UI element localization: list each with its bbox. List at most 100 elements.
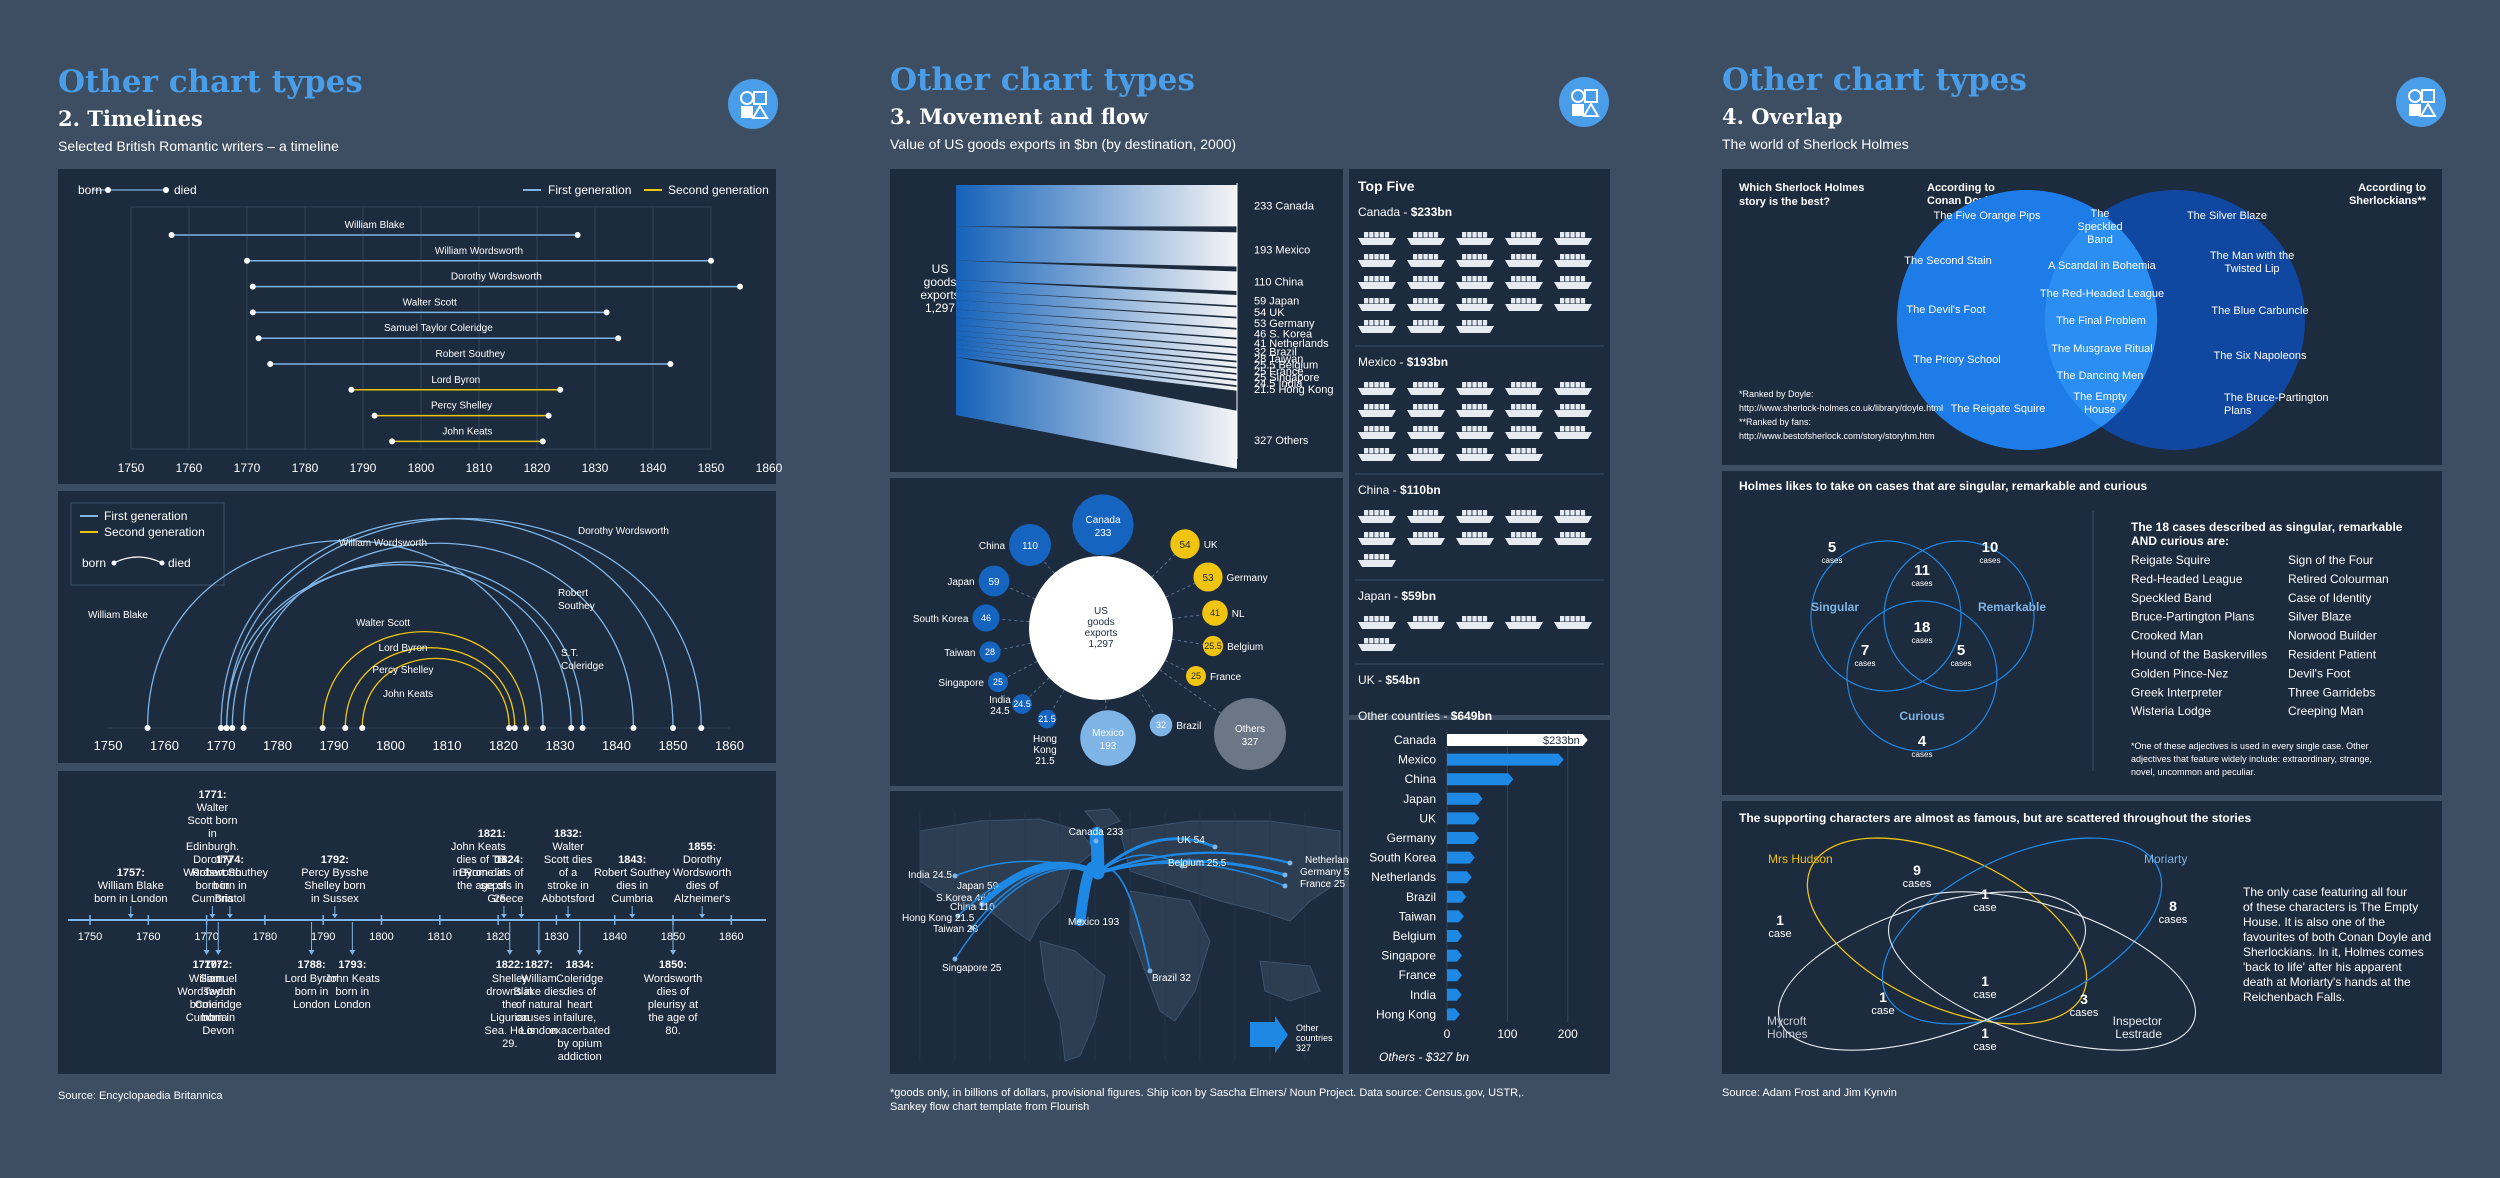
ship-container bbox=[1570, 276, 1575, 282]
flow-arrowhead bbox=[1093, 838, 1099, 844]
event-text: Percy Bysshe bbox=[301, 867, 368, 879]
ship-icon bbox=[1505, 426, 1543, 439]
x-tick-label: 1750 bbox=[118, 461, 145, 475]
event-year: 1771: bbox=[198, 789, 226, 801]
region-count: 18 bbox=[1914, 619, 1931, 636]
event-year: 1832: bbox=[554, 828, 582, 840]
sankey-flow-label: 25.5 Belgium bbox=[1254, 360, 1318, 372]
ship-icon bbox=[1407, 276, 1445, 289]
arc-writer-label: Percy Shelley bbox=[372, 665, 433, 676]
died-dot bbox=[737, 283, 743, 290]
ship-container bbox=[1433, 510, 1439, 516]
lifespan-arc bbox=[242, 542, 635, 729]
doyle-story: The Five Orange Pips bbox=[1934, 210, 2041, 222]
ship-container bbox=[1374, 232, 1379, 238]
other-countries-label: Other bbox=[1296, 1023, 1319, 1033]
top-five-country: UK - $54bn bbox=[1358, 673, 1420, 687]
right-subtitle: The world of Sherlock Holmes bbox=[1722, 136, 1909, 152]
ship-hull bbox=[1554, 538, 1592, 545]
event-text: by opium bbox=[557, 1038, 602, 1050]
bubble-value: 24.5 bbox=[1013, 699, 1031, 709]
ship-container bbox=[1379, 404, 1384, 410]
event-text: failure, bbox=[563, 1012, 596, 1024]
case-list-item: Resident Patient bbox=[2288, 648, 2377, 662]
ship-container bbox=[1413, 426, 1418, 432]
x-tick-label: 1820 bbox=[489, 738, 518, 753]
event-text: Abbotsford bbox=[541, 893, 594, 905]
ship-hull bbox=[1505, 282, 1543, 289]
left-subtitle: Selected British Romantic writers – a ti… bbox=[58, 138, 339, 154]
ship-container bbox=[1413, 232, 1418, 238]
ship-container bbox=[1570, 616, 1575, 622]
ship-hull bbox=[1407, 410, 1445, 417]
bar bbox=[1447, 890, 1467, 903]
fans-story: The Silver Blaze bbox=[2187, 210, 2267, 222]
ship-icon bbox=[1456, 532, 1494, 545]
arc-writer-label: Dorothy Wordsworth bbox=[578, 526, 669, 537]
timeline-arc-chart: First generation Second generation born die… bbox=[70, 502, 744, 753]
event-text: born in bbox=[295, 986, 329, 998]
venn-adjectives-chart: Holmes likes to take on cases that are s… bbox=[1739, 479, 2403, 777]
sankey-flow bbox=[956, 309, 1237, 338]
ship-container bbox=[1462, 616, 1467, 622]
country-name: China - bbox=[1358, 483, 1400, 497]
ship-icon bbox=[1407, 426, 1445, 439]
event-arrow bbox=[500, 914, 507, 918]
legend-died-dot bbox=[163, 187, 169, 193]
x-tick-label: 1820 bbox=[524, 461, 551, 475]
bar bbox=[1447, 851, 1475, 864]
ship-container bbox=[1379, 298, 1384, 304]
ship-container bbox=[1531, 616, 1537, 622]
writer-label: Lord Byron bbox=[431, 375, 480, 386]
event-year: 1855: bbox=[688, 841, 716, 853]
sankey-flow bbox=[956, 335, 1237, 367]
ship-container bbox=[1580, 404, 1586, 410]
event-text: dies of TB bbox=[457, 854, 506, 866]
mycroft-label: Mycroft bbox=[1767, 1014, 1807, 1028]
ship-container bbox=[1526, 404, 1531, 410]
born-dot bbox=[389, 438, 395, 445]
ship-container bbox=[1580, 616, 1586, 622]
bar-category-label: Mexico bbox=[1398, 753, 1436, 767]
flow-label: Brazil 32 bbox=[1152, 973, 1191, 984]
ship-container bbox=[1374, 320, 1379, 326]
ship-hull bbox=[1407, 622, 1445, 629]
x-tick-label: 1760 bbox=[176, 461, 203, 475]
ship-container bbox=[1516, 448, 1521, 454]
ship-container bbox=[1570, 382, 1575, 388]
flow-label: Japan 59 bbox=[957, 881, 999, 892]
born-dot bbox=[240, 725, 247, 731]
born-dot bbox=[267, 361, 274, 367]
fans-title: Sherlockians** bbox=[2349, 195, 2427, 207]
bar bbox=[1447, 1008, 1460, 1021]
ship-hull bbox=[1456, 622, 1494, 629]
sankey-source-label: 1,297 bbox=[925, 301, 955, 315]
x-tick-label: 1770 bbox=[234, 461, 261, 475]
bar-category-label: Taiwan bbox=[1399, 909, 1436, 923]
ship-container bbox=[1565, 298, 1570, 304]
born-dot bbox=[319, 725, 326, 731]
ship-container bbox=[1521, 426, 1526, 432]
event-arrow bbox=[565, 914, 572, 918]
ship-container bbox=[1423, 404, 1428, 410]
left-source: Source: Encyclopaedia Britannica bbox=[58, 1090, 223, 1102]
ship-icon bbox=[1358, 448, 1396, 461]
country-bubble bbox=[1072, 494, 1134, 556]
arc-writer-label: William Wordsworth bbox=[339, 538, 427, 549]
ship-container bbox=[1526, 298, 1531, 304]
ship-container bbox=[1364, 382, 1369, 388]
region-count: 1 bbox=[1879, 989, 1887, 1005]
top-five-country: Japan - $59bn bbox=[1358, 589, 1436, 603]
middle-footnote-2: Sankey flow chart template from Flourish bbox=[890, 1101, 1090, 1113]
writer-label: Robert Southey bbox=[436, 349, 506, 360]
ship-icon bbox=[1505, 298, 1543, 311]
writer-label: Walter Scott bbox=[403, 297, 457, 308]
list-title: The 18 cases described as singular, rema… bbox=[2131, 520, 2403, 534]
bubble-value: 110 bbox=[1022, 541, 1038, 552]
ship-hull bbox=[1358, 388, 1396, 395]
ship-container bbox=[1580, 298, 1586, 304]
ship-container bbox=[1580, 532, 1586, 538]
ship-container bbox=[1384, 510, 1390, 516]
region-count: 4 bbox=[1918, 733, 1927, 750]
